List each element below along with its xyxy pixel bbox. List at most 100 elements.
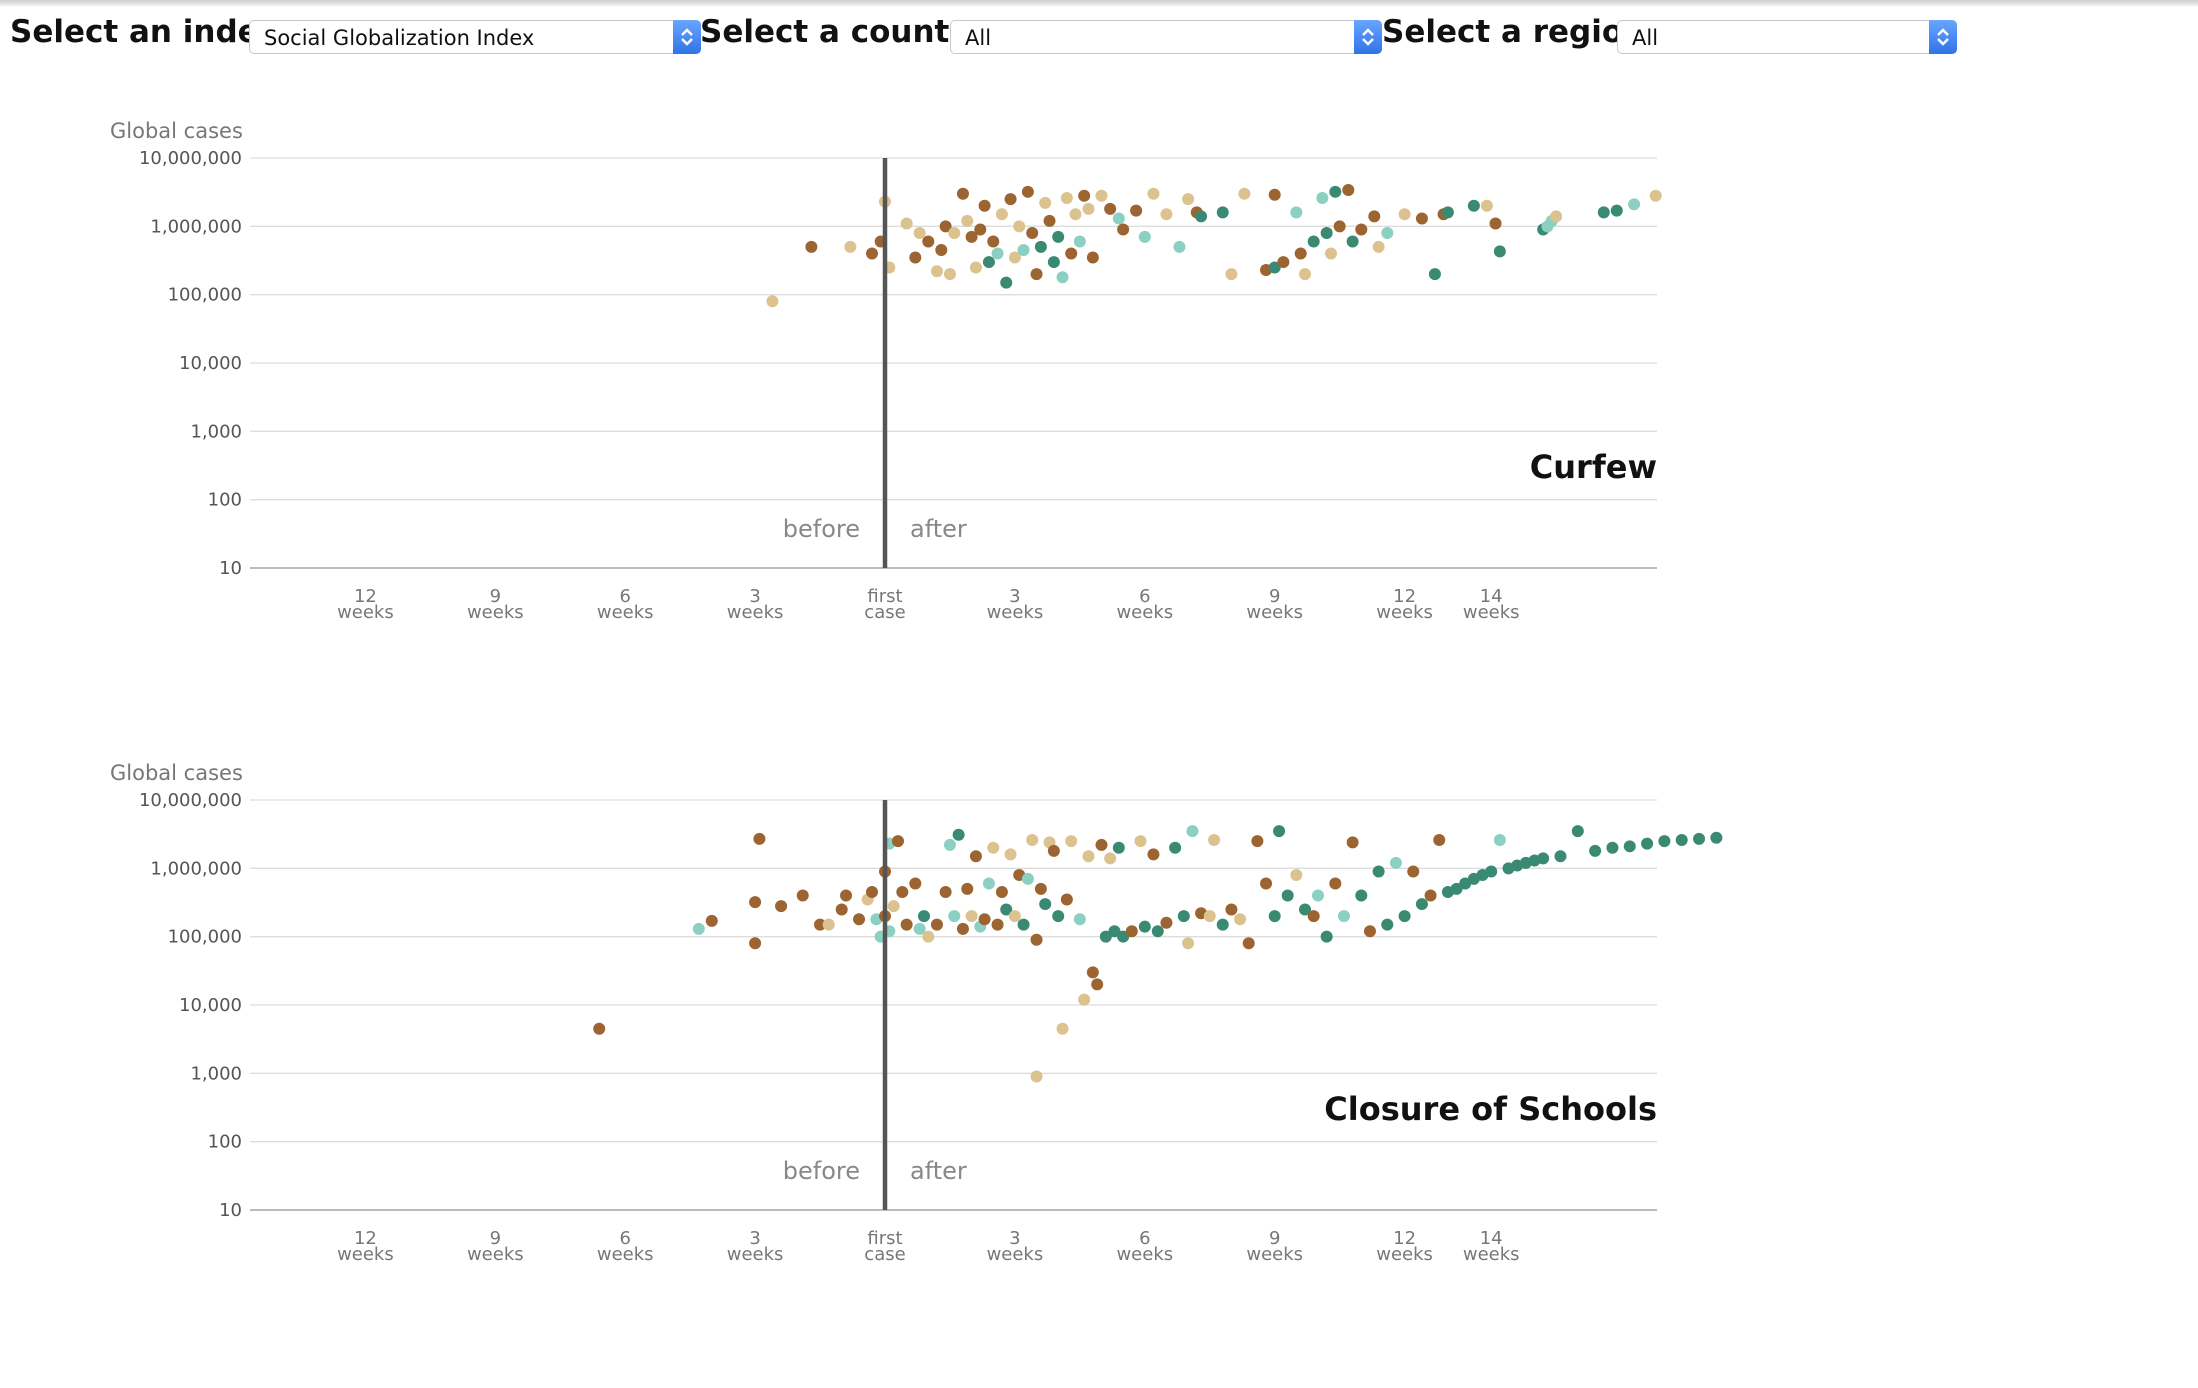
region-select[interactable]: All xyxy=(1617,20,1957,54)
data-point xyxy=(1489,217,1502,230)
data-point xyxy=(1307,910,1320,923)
data-point xyxy=(1277,256,1290,269)
data-point xyxy=(593,1022,606,1035)
y-tick-label: 100,000 xyxy=(168,927,242,948)
data-point xyxy=(1043,214,1056,227)
data-point xyxy=(1467,199,1480,212)
data-point xyxy=(1381,918,1394,931)
data-point xyxy=(1428,268,1441,281)
region-select-label: Select a region xyxy=(1382,14,1646,50)
data-point xyxy=(1039,898,1052,911)
y-tick-label: 1,000 xyxy=(190,1063,242,1084)
data-point xyxy=(1433,833,1446,846)
data-point xyxy=(705,914,718,927)
data-point xyxy=(1299,903,1312,916)
data-point xyxy=(1056,271,1069,284)
data-point xyxy=(1069,208,1082,221)
data-point xyxy=(1641,837,1654,850)
data-point xyxy=(692,922,705,935)
data-point xyxy=(1004,848,1017,861)
chevron-updown-icon[interactable] xyxy=(1929,20,1957,54)
data-point xyxy=(995,886,1008,899)
data-point xyxy=(1173,240,1186,253)
data-point xyxy=(866,247,879,260)
data-point xyxy=(1073,913,1086,926)
after-label: after xyxy=(910,1157,967,1185)
data-point xyxy=(1030,933,1043,946)
x-tick-label: 9 xyxy=(490,586,501,607)
data-point xyxy=(1260,877,1273,890)
data-point xyxy=(1065,247,1078,260)
country-select[interactable]: All xyxy=(950,20,1382,54)
region-select-value: All xyxy=(1632,26,1659,50)
data-point xyxy=(1151,925,1164,938)
data-point xyxy=(1398,208,1411,221)
index-select[interactable]: Social Globalization Index xyxy=(249,20,701,54)
index-select-label: Select an index xyxy=(10,14,279,50)
data-point xyxy=(1415,898,1428,911)
data-point xyxy=(1675,833,1688,846)
data-point xyxy=(1649,189,1662,202)
data-point xyxy=(1320,930,1333,943)
index-select-value: Social Globalization Index xyxy=(264,26,535,50)
data-point xyxy=(805,240,818,253)
x-tick-label: case xyxy=(864,1244,905,1265)
data-point xyxy=(891,835,904,848)
chevron-updown-icon[interactable] xyxy=(1354,20,1382,54)
data-point xyxy=(814,918,827,931)
y-tick-label: 1,000 xyxy=(190,421,242,442)
data-point xyxy=(1346,235,1359,248)
data-point xyxy=(939,886,952,899)
data-point xyxy=(982,256,995,269)
data-point xyxy=(991,247,1004,260)
x-tick-label: weeks xyxy=(1246,602,1303,623)
data-point xyxy=(1169,841,1182,854)
data-point xyxy=(1381,226,1394,239)
curfew-scatter-chart: Global cases 10,000,000 1,000,000 100,000 10… xyxy=(110,119,1662,623)
data-point xyxy=(1320,226,1333,239)
data-point xyxy=(948,226,961,239)
x-tick-label: weeks xyxy=(1376,602,1433,623)
data-point xyxy=(1112,841,1125,854)
data-point xyxy=(1000,903,1013,916)
data-point xyxy=(965,230,978,243)
data-point xyxy=(1099,930,1112,943)
data-point xyxy=(796,889,809,902)
data-point xyxy=(1147,848,1160,861)
data-point xyxy=(1195,210,1208,223)
chart-title: Closure of Schools xyxy=(1324,1090,1657,1128)
y-tick-label: 1,000,000 xyxy=(150,858,242,879)
data-point xyxy=(1628,198,1641,211)
x-tick-label: 3 xyxy=(1009,1228,1020,1249)
data-point xyxy=(1060,893,1073,906)
x-tick-label: 14 xyxy=(1480,586,1503,607)
data-point xyxy=(1026,833,1039,846)
data-point xyxy=(939,220,952,233)
data-point xyxy=(1034,882,1047,895)
data-point xyxy=(1398,910,1411,923)
data-point xyxy=(1216,918,1229,931)
data-point xyxy=(1329,877,1342,890)
data-point xyxy=(1571,825,1584,838)
data-point xyxy=(982,877,995,890)
data-point xyxy=(948,910,961,923)
data-point xyxy=(1597,206,1610,219)
data-point xyxy=(1138,920,1151,933)
data-point xyxy=(1082,850,1095,863)
data-point xyxy=(943,838,956,851)
data-point xyxy=(922,235,935,248)
data-point xyxy=(1329,185,1342,198)
data-point xyxy=(1021,185,1034,198)
data-point xyxy=(1134,835,1147,848)
x-tick-label: case xyxy=(864,602,905,623)
chevron-updown-icon[interactable] xyxy=(673,20,701,54)
data-point xyxy=(978,199,991,212)
data-point xyxy=(987,235,1000,248)
x-tick-label: weeks xyxy=(1376,1244,1433,1265)
data-point xyxy=(1021,872,1034,885)
y-tick-label: 1,000,000 xyxy=(150,216,242,237)
x-tick-label: first xyxy=(867,586,902,607)
data-point xyxy=(913,922,926,935)
data-point xyxy=(1078,189,1091,202)
data-point xyxy=(1290,868,1303,881)
